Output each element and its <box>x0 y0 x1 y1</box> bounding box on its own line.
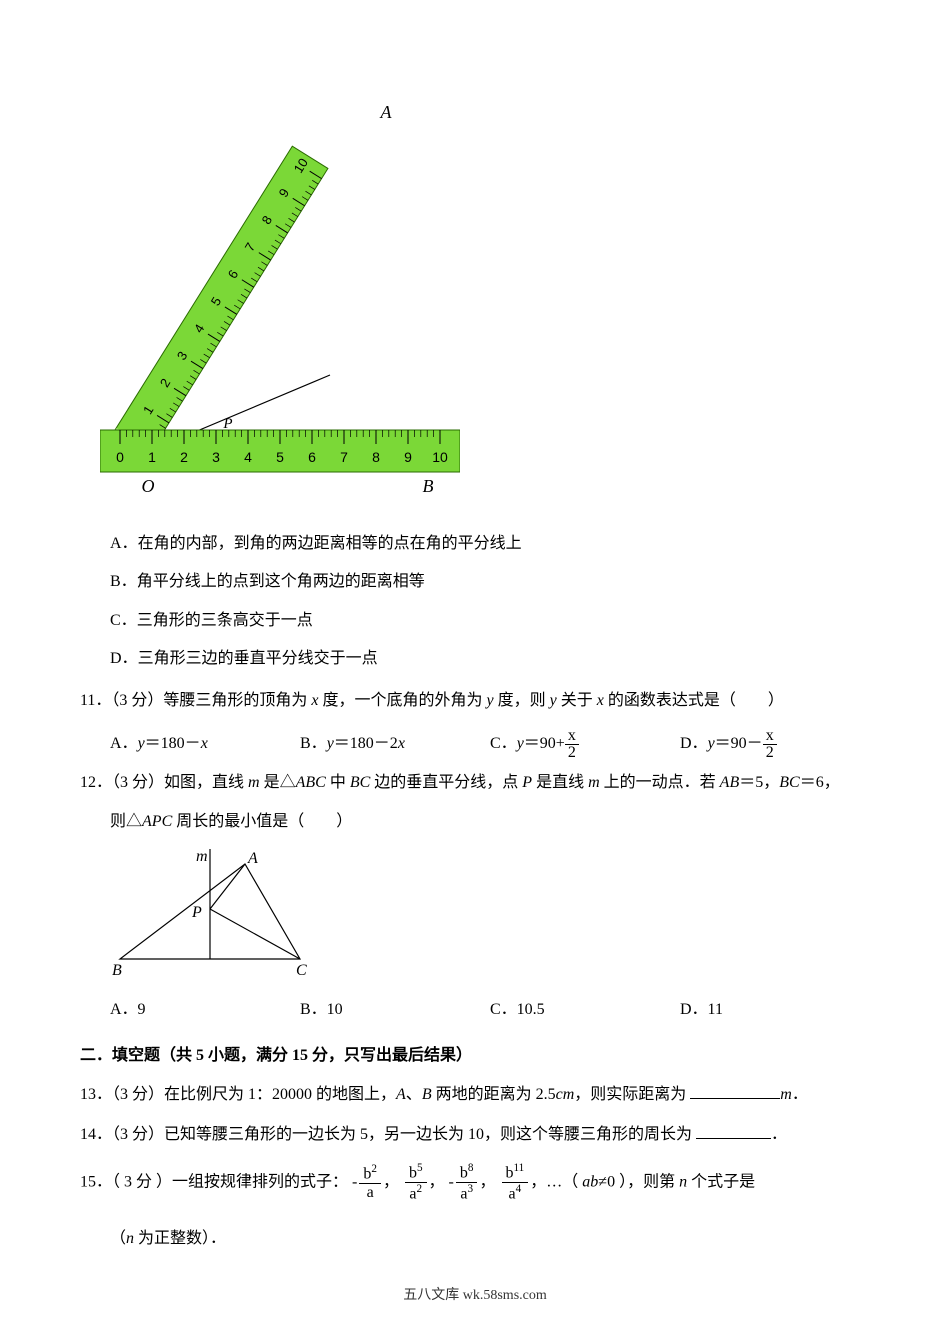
q13-suf1: ，则实际距离为 <box>574 1086 690 1103</box>
svg-text:C: C <box>296 962 307 979</box>
svg-text:5: 5 <box>276 449 284 465</box>
svg-text:4: 4 <box>244 449 252 465</box>
q13-blank <box>690 1083 780 1099</box>
q10-b-text: 角平分线上的点到这个角两边的距离相等 <box>137 573 425 590</box>
q12-l1-mid3: 边的垂直平分线，点 <box>370 774 522 791</box>
svg-text:9: 9 <box>404 449 412 465</box>
q11-prefix: 11．（3 分）等腰三角形的顶角为 <box>80 692 311 709</box>
q12-option-b: B．10 <box>300 994 490 1026</box>
svg-text:B: B <box>112 962 122 979</box>
q12-option-c: C．10.5 <box>490 994 680 1026</box>
q12-l2-prefix: 则△ <box>110 813 142 830</box>
q11-mid2: 度，则 <box>494 692 550 709</box>
q15-stem: 15．（ 3 分 ）一组按规律排列的式子： -b2a， b5a2， -b8a3，… <box>80 1162 870 1204</box>
q15-term2: b5a2 <box>405 1162 427 1204</box>
svg-text:B: B <box>423 476 434 496</box>
q14-blank <box>696 1123 771 1139</box>
q11-option-c: C．y＝90+x2 <box>490 728 680 761</box>
q14-stem: 14．（3 分）已知等腰三角形的一边长为 5，另一边长为 10，则这个等腰三角形… <box>80 1117 870 1152</box>
q11-c-num: x <box>565 728 579 745</box>
q12-options: A．9 B．10 C．10.5 D．11 <box>110 994 870 1026</box>
q11-c-text: ＝90+ <box>524 735 565 752</box>
q10-option-a: A．在角的内部，到角的两边距离相等的点在角的平分线上 <box>110 525 870 563</box>
q10-c-text: 三角形的三条高交于一点 <box>137 612 313 629</box>
triangle-svg: m A P B C <box>110 849 320 979</box>
q10-option-d: D．三角形三边的垂直平分线交于一点 <box>110 640 870 678</box>
svg-text:P: P <box>191 904 202 921</box>
q13-stem: 13．（3 分）在比例尺为 1：20000 的地图上，A、B 两地的距离为 2.… <box>80 1077 870 1112</box>
q15-prefix: 15．（ 3 分 ）一组按规律排列的式子： <box>80 1173 348 1190</box>
q11-a-text: ＝180－ <box>145 735 201 752</box>
q12-stem-l2: 则△APC 周长的最小值是（ ） <box>110 804 870 839</box>
svg-text:2: 2 <box>180 449 188 465</box>
q12-stem-l1: 12．（3 分）如图，直线 m 是△ABC 中 BC 边的垂直平分线，点 P 是… <box>80 765 870 800</box>
section2-header: 二．填空题（共 5 小题，满分 15 分，只写出最后结果） <box>80 1038 870 1073</box>
svg-text:0: 0 <box>116 449 124 465</box>
q11-d-text: ＝90－ <box>715 735 763 752</box>
q14-prefix: 14．（3 分）已知等腰三角形的一边长为 5，另一边长为 10，则这个等腰三角形… <box>80 1126 696 1143</box>
q14-suffix: ． <box>771 1126 787 1143</box>
svg-text:8: 8 <box>372 449 380 465</box>
q11-c-label: C． <box>490 735 517 752</box>
svg-text:A: A <box>380 102 393 122</box>
q12-l1-mid5: 上的一动点．若 <box>600 774 720 791</box>
q11-a-label: A． <box>110 735 138 752</box>
q15-term3: b8a3 <box>456 1162 478 1204</box>
q15-cond: ≠0 ），则第 <box>598 1173 679 1190</box>
svg-text:m: m <box>196 849 208 865</box>
q11-b-text: ＝180－2 <box>334 735 398 752</box>
page-footer: 五八文库 wk.58sms.com <box>0 1284 950 1304</box>
q15-term1: b2a <box>359 1163 381 1202</box>
svg-text:O: O <box>142 476 155 496</box>
q11-option-b: B．y＝180－2x <box>300 728 490 761</box>
ruler-figure: 0 1 2 3 4 5 6 7 8 9 10 <box>100 100 870 505</box>
q15-l2-prefix: （ <box>110 1230 126 1247</box>
q15-line2: （n 为正整数）． <box>110 1221 870 1256</box>
q12-l1-eq2: ＝6， <box>800 774 840 791</box>
q11-d-den: 2 <box>763 745 777 761</box>
q11-options: A．y＝180－x B．y＝180－2x C．y＝90+x2 D．y＝90－x2 <box>110 728 870 761</box>
triangle-figure: m A P B C <box>110 849 870 984</box>
q12-l1-eq1: ＝5， <box>739 774 779 791</box>
q11-mid3: 关于 <box>557 692 597 709</box>
q12-l1-mid2: 中 <box>326 774 350 791</box>
q11-option-d: D．y＝90－x2 <box>680 728 870 761</box>
q11-d-label: D． <box>680 735 708 752</box>
q12-option-a: A．9 <box>110 994 300 1026</box>
q11-option-a: A．y＝180－x <box>110 728 300 761</box>
q15-mid: ，…（ <box>530 1173 582 1190</box>
q11-stem: 11．（3 分）等腰三角形的顶角为 x 度，一个底角的外角为 y 度，则 y 关… <box>80 683 870 718</box>
q15-suffix: 个式子是 <box>687 1173 755 1190</box>
q15-l2-suffix: 为正整数）． <box>134 1230 226 1247</box>
q11-b-label: B． <box>300 735 327 752</box>
q12-l2-suffix: 周长的最小值是（ ） <box>172 813 352 830</box>
svg-text:A: A <box>247 850 258 867</box>
q12-l1-mid: 是△ <box>260 774 296 791</box>
svg-text:P: P <box>222 416 232 432</box>
q11-suffix: 的函数表达式是（ ） <box>604 692 784 709</box>
q10-d-text: 三角形三边的垂直平分线交于一点 <box>138 650 378 667</box>
q12-l1-prefix: 12．（3 分）如图，直线 <box>80 774 248 791</box>
q10-a-text: 在角的内部，到角的两边距离相等的点在角的平分线上 <box>138 535 522 552</box>
q11-d-num: x <box>763 728 777 745</box>
svg-text:10: 10 <box>432 449 448 465</box>
svg-text:1: 1 <box>148 449 156 465</box>
q12-l1-mid4: 是直线 <box>532 774 588 791</box>
q13-mid: 两地的距离为 2.5 <box>432 1086 556 1103</box>
ruler-svg: 0 1 2 3 4 5 6 7 8 9 10 <box>100 100 460 500</box>
q15-term4: b11a4 <box>502 1162 529 1204</box>
q10-options: A．在角的内部，到角的两边距离相等的点在角的平分线上 B．角平分线上的点到这个角… <box>110 525 870 679</box>
q10-option-c: C．三角形的三条高交于一点 <box>110 602 870 640</box>
q11-c-den: 2 <box>565 745 579 761</box>
q11-mid1: 度，一个底角的外角为 <box>319 692 487 709</box>
q12-option-d: D．11 <box>680 994 870 1026</box>
svg-text:6: 6 <box>308 449 316 465</box>
q10-option-b: B．角平分线上的点到这个角两边的距离相等 <box>110 563 870 601</box>
q13-suf2: ． <box>792 1086 808 1103</box>
svg-text:7: 7 <box>340 449 348 465</box>
q13-prefix: 13．（3 分）在比例尺为 1：20000 的地图上， <box>80 1086 396 1103</box>
svg-text:3: 3 <box>212 449 220 465</box>
